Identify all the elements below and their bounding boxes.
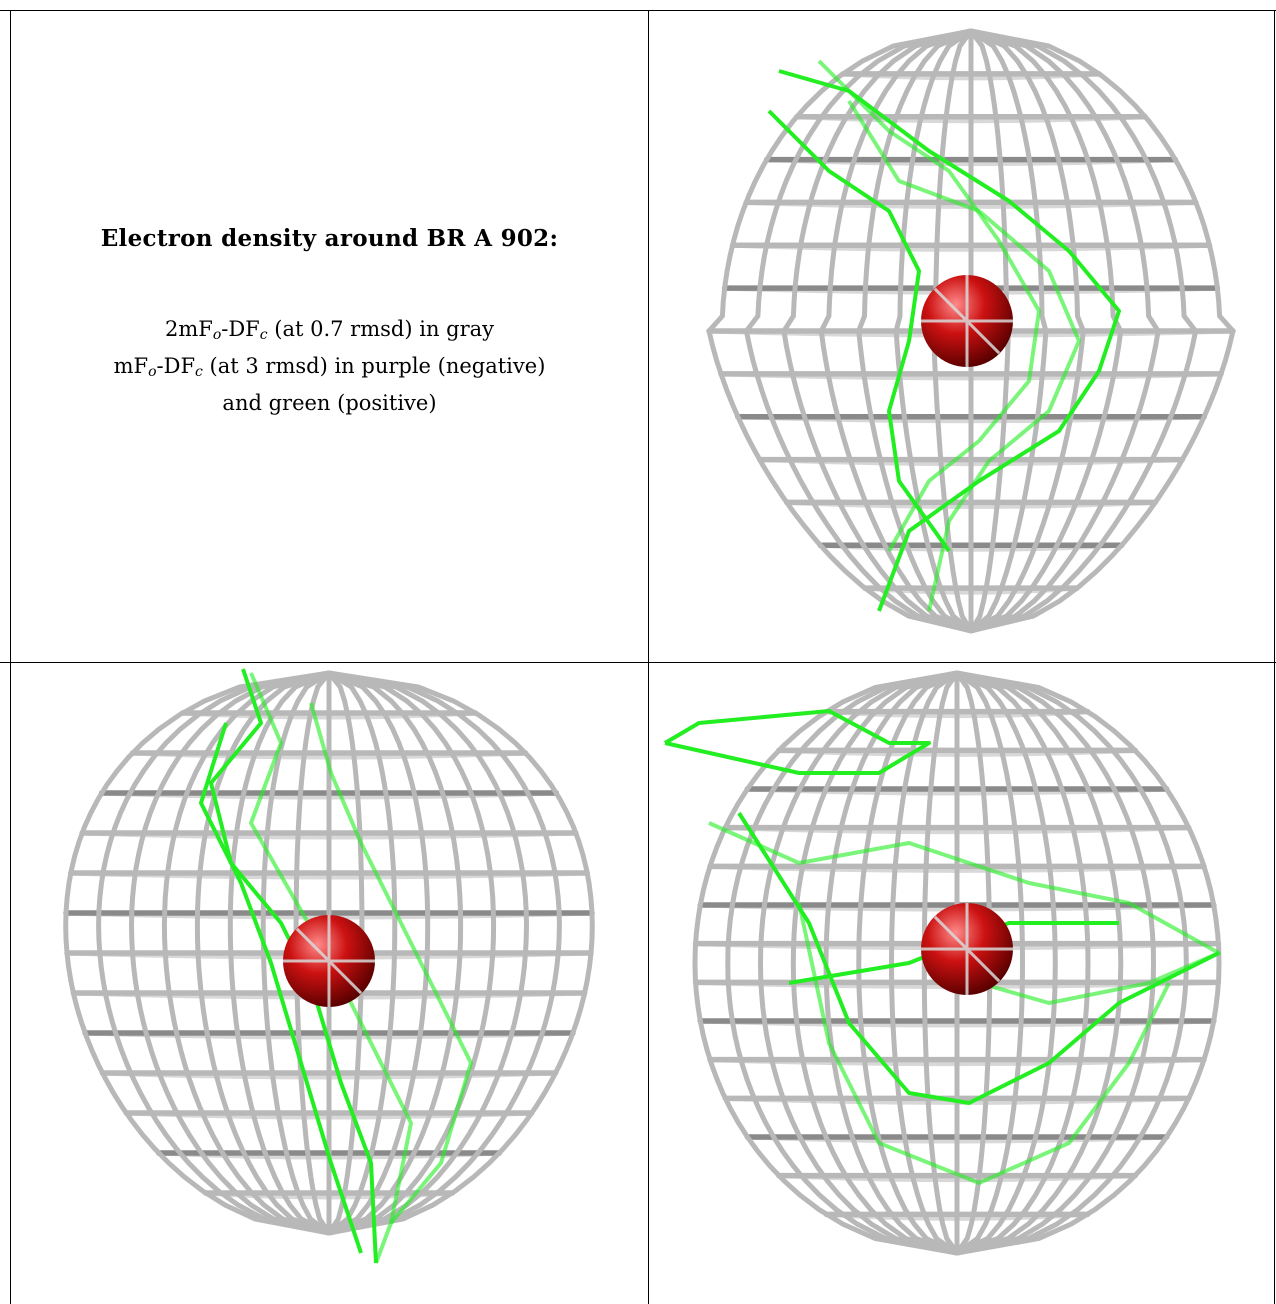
legend-description: 2mFo-DFc (at 0.7 rmsd) in gray mFo-DFc (… bbox=[114, 314, 546, 419]
density-view-bottom-left bbox=[11, 663, 648, 1304]
view1-green-mesh bbox=[767, 59, 1121, 612]
density-view-bottom-right bbox=[649, 663, 1274, 1304]
border-top bbox=[0, 10, 1276, 11]
legend-cell: Electron density around BR A 902: 2mFo-D… bbox=[11, 11, 648, 661]
legend-line-2: mFo-DFc (at 3 rmsd) in purple (negative) bbox=[113, 354, 546, 380]
view1-gray-mesh bbox=[706, 28, 1236, 634]
legend-line-3: and green (positive) bbox=[222, 391, 437, 415]
divider-horizontal bbox=[0, 662, 1276, 663]
density-view-top-right bbox=[649, 11, 1274, 661]
border-left bbox=[10, 10, 11, 1304]
legend-title: Electron density around BR A 902: bbox=[100, 225, 559, 252]
mesh-view-3 bbox=[663, 670, 1222, 1256]
mesh-view-1 bbox=[706, 28, 1236, 634]
divider-vertical bbox=[648, 10, 649, 1304]
border-right bbox=[1274, 10, 1275, 1304]
view2-gray-mesh bbox=[63, 670, 595, 1236]
legend-line-1: 2mFo-DFc (at 0.7 rmsd) in gray bbox=[164, 317, 495, 343]
mesh-view-2 bbox=[63, 668, 595, 1264]
